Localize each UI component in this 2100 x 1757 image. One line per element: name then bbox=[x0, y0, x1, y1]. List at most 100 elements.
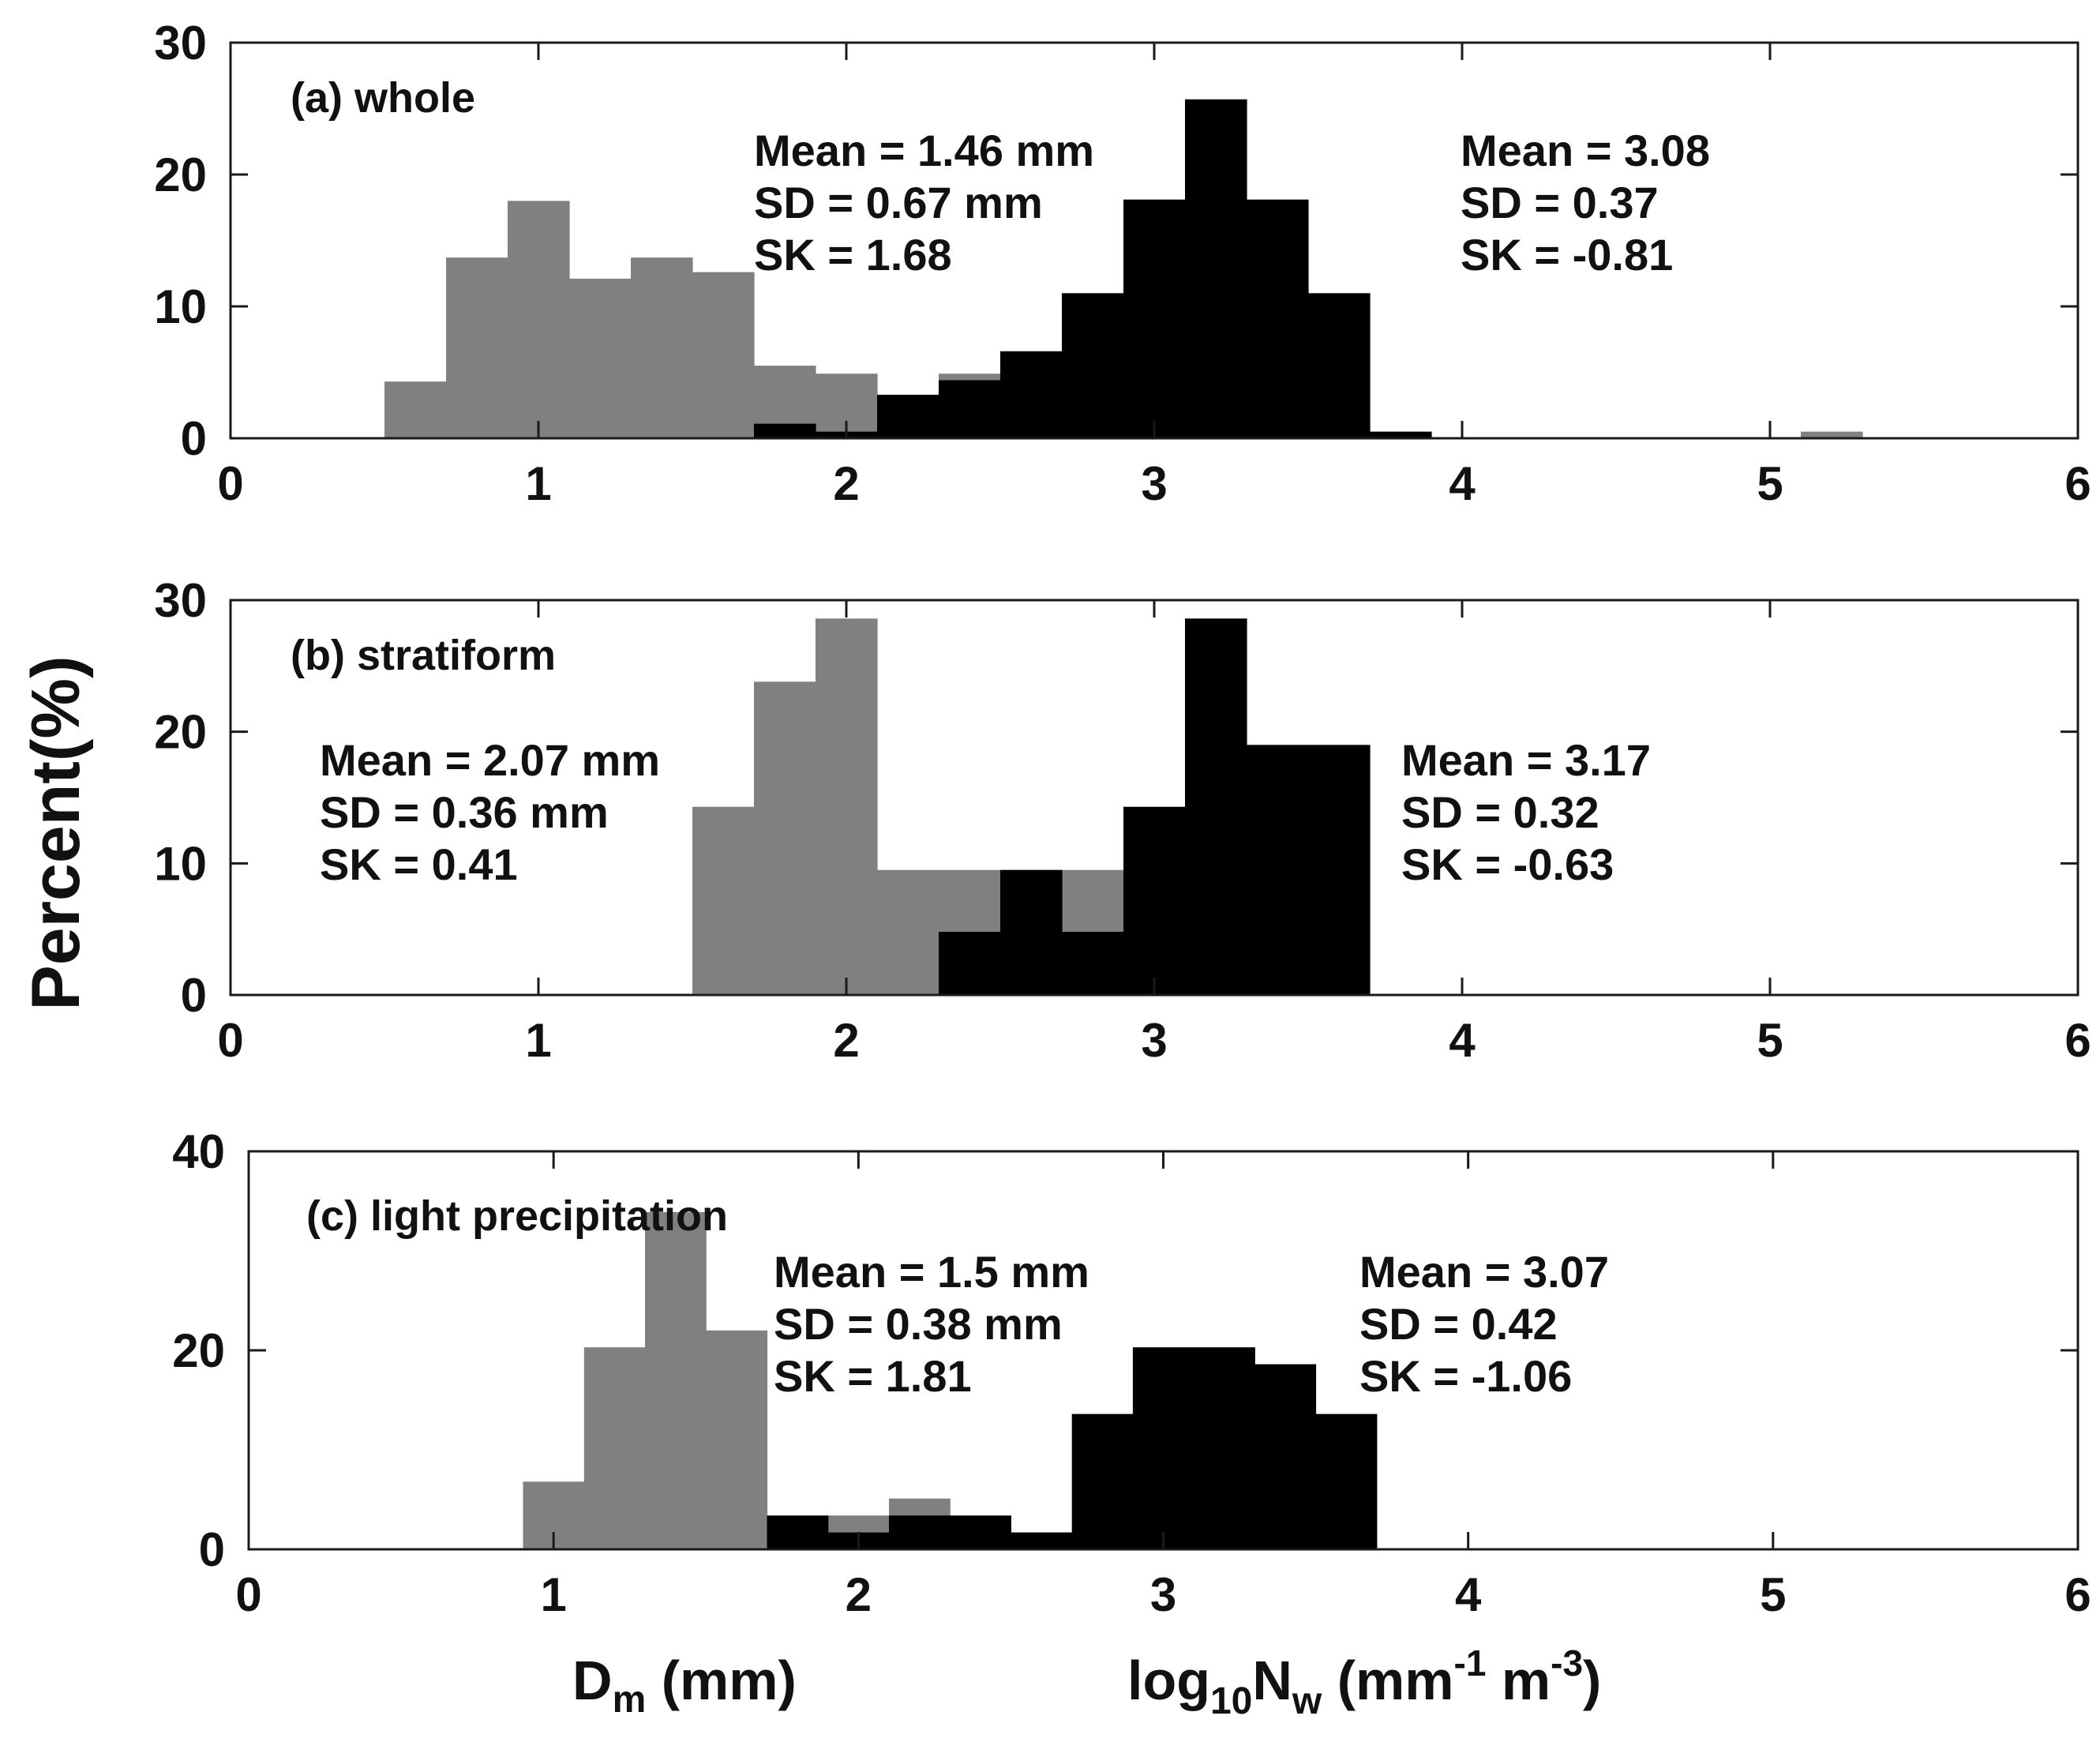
nw-bar bbox=[1185, 99, 1247, 439]
dm-bar bbox=[754, 681, 816, 995]
x-tick-label: 1 bbox=[525, 457, 551, 510]
dm-bar bbox=[1801, 431, 1863, 438]
stat-nw-sd: SD = 0.42 bbox=[1359, 1299, 1558, 1349]
nw-bar bbox=[1011, 1532, 1073, 1549]
x-tick-label: 6 bbox=[2064, 1014, 2091, 1067]
dm-bar bbox=[877, 869, 939, 995]
nw-bar bbox=[1062, 293, 1124, 438]
dm-bar bbox=[583, 1347, 646, 1549]
y-tick-label: 30 bbox=[154, 17, 207, 69]
panel-title: (b) stratiform bbox=[291, 632, 556, 679]
y-tick-label: 30 bbox=[154, 574, 207, 627]
x-axis-label-nw-sup1: -1 bbox=[1454, 1642, 1487, 1684]
nw-bar bbox=[889, 1515, 951, 1549]
nw-bar bbox=[939, 932, 1001, 995]
stat-nw-mean: Mean = 3.17 bbox=[1401, 735, 1651, 785]
y-tick-label: 0 bbox=[181, 969, 207, 1022]
x-axis-label-nw-sub10: 10 bbox=[1210, 1680, 1252, 1722]
nw-bar bbox=[1185, 618, 1247, 995]
y-tick-label: 20 bbox=[172, 1324, 225, 1377]
x-tick-label: 3 bbox=[1141, 1014, 1167, 1067]
stat-dm-sd: SD = 0.36 mm bbox=[320, 787, 609, 837]
nw-bar bbox=[767, 1515, 829, 1549]
y-tick-label: 40 bbox=[172, 1125, 225, 1178]
dm-bar bbox=[446, 257, 508, 438]
nw-bar bbox=[939, 380, 1001, 438]
nw-bar bbox=[1062, 932, 1124, 995]
x-tick-label: 5 bbox=[1760, 1568, 1786, 1621]
dm-bar bbox=[384, 381, 447, 438]
dm-bar bbox=[508, 201, 570, 438]
x-axis-label-nw-unit2: m bbox=[1486, 1650, 1551, 1711]
nw-bar bbox=[1123, 199, 1186, 438]
dm-bar bbox=[631, 257, 693, 438]
x-axis-label-nw: log10Nw (mm-1 m-3) bbox=[1127, 1642, 1601, 1722]
x-tick-label: 4 bbox=[1449, 1014, 1476, 1067]
x-tick-label: 0 bbox=[235, 1568, 261, 1621]
nw-bar bbox=[1000, 869, 1063, 995]
stat-nw-mean: Mean = 3.07 bbox=[1359, 1247, 1609, 1297]
nw-bar bbox=[754, 423, 816, 438]
series-nw bbox=[767, 1347, 1378, 1549]
x-tick-label: 2 bbox=[846, 1568, 872, 1621]
stat-dm-sk: SK = 1.68 bbox=[754, 230, 952, 280]
nw-bar bbox=[1315, 1413, 1378, 1549]
x-axis-label-dm-rest: (mm) bbox=[646, 1650, 797, 1711]
x-axis-label-nw-subw: w bbox=[1292, 1680, 1322, 1722]
panel-title: (c) light precipitation bbox=[306, 1192, 728, 1240]
x-tick-label: 3 bbox=[1150, 1568, 1176, 1621]
x-axis-label-nw-close: ) bbox=[1583, 1650, 1601, 1711]
nw-bar bbox=[1254, 1364, 1317, 1549]
x-tick-label: 1 bbox=[540, 1568, 566, 1621]
x-axis-label-nw-unit1: (mm bbox=[1322, 1650, 1453, 1711]
x-axis-label-dm: Dm (mm) bbox=[572, 1650, 797, 1721]
series-nw bbox=[939, 618, 1371, 995]
dm-bar bbox=[692, 272, 755, 438]
dm-bar bbox=[569, 278, 632, 438]
nw-bar bbox=[1000, 351, 1063, 438]
stat-dm-sd: SD = 0.67 mm bbox=[754, 178, 1043, 227]
dm-bar bbox=[692, 806, 755, 995]
stat-nw-mean: Mean = 3.08 bbox=[1461, 126, 1710, 175]
dm-bar bbox=[645, 1211, 707, 1549]
nw-bar bbox=[1247, 745, 1309, 995]
x-tick-label: 3 bbox=[1141, 457, 1167, 510]
dm-bar bbox=[816, 618, 878, 995]
panel-stratiform: 0 1 2 3 4 5 6 0 10 20 30 (b) stratiform Mean = 2.07 … bbox=[154, 574, 2091, 1067]
y-axis-label: Percent(%) bbox=[18, 655, 94, 1010]
x-axis-label-dm-main: D bbox=[572, 1650, 613, 1711]
stat-nw-sd: SD = 0.32 bbox=[1401, 787, 1599, 837]
stat-dm-sk: SK = 0.41 bbox=[320, 839, 518, 889]
nw-bar bbox=[1308, 293, 1371, 438]
y-tick-label: 0 bbox=[181, 412, 207, 465]
stat-dm-sk: SK = 1.81 bbox=[774, 1351, 972, 1401]
stat-nw-sk: SK = -0.81 bbox=[1461, 230, 1673, 280]
x-tick-label: 4 bbox=[1455, 1568, 1482, 1621]
nw-bar bbox=[1194, 1347, 1255, 1549]
nw-bar bbox=[1370, 431, 1432, 438]
nw-bar bbox=[1308, 745, 1371, 995]
x-tick-label: 0 bbox=[217, 457, 243, 510]
y-tick-label: 10 bbox=[154, 280, 207, 333]
stat-nw-sd: SD = 0.37 bbox=[1461, 178, 1659, 227]
series-nw bbox=[754, 99, 1432, 439]
stat-nw-sk: SK = -0.63 bbox=[1401, 839, 1614, 889]
x-axis-label-dm-sub: m bbox=[613, 1679, 647, 1721]
y-tick-label: 10 bbox=[154, 837, 207, 890]
stat-nw-sk: SK = -1.06 bbox=[1359, 1351, 1572, 1401]
panel-title: (a) whole bbox=[291, 74, 475, 122]
nw-bar bbox=[1071, 1413, 1134, 1549]
stat-dm-mean: Mean = 2.07 mm bbox=[320, 735, 660, 785]
x-tick-label: 5 bbox=[1757, 457, 1783, 510]
nw-bar bbox=[950, 1515, 1011, 1549]
x-axis-label-nw-n: N bbox=[1252, 1650, 1292, 1711]
x-tick-label: 5 bbox=[1757, 1014, 1783, 1067]
dm-bar bbox=[706, 1330, 768, 1549]
stat-dm-sd: SD = 0.38 mm bbox=[774, 1299, 1063, 1349]
stat-dm-mean: Mean = 1.5 mm bbox=[774, 1247, 1089, 1297]
y-tick-label: 0 bbox=[199, 1523, 225, 1576]
x-tick-label: 2 bbox=[833, 457, 859, 510]
nw-bar bbox=[1123, 806, 1186, 995]
nw-bar bbox=[1247, 199, 1309, 438]
